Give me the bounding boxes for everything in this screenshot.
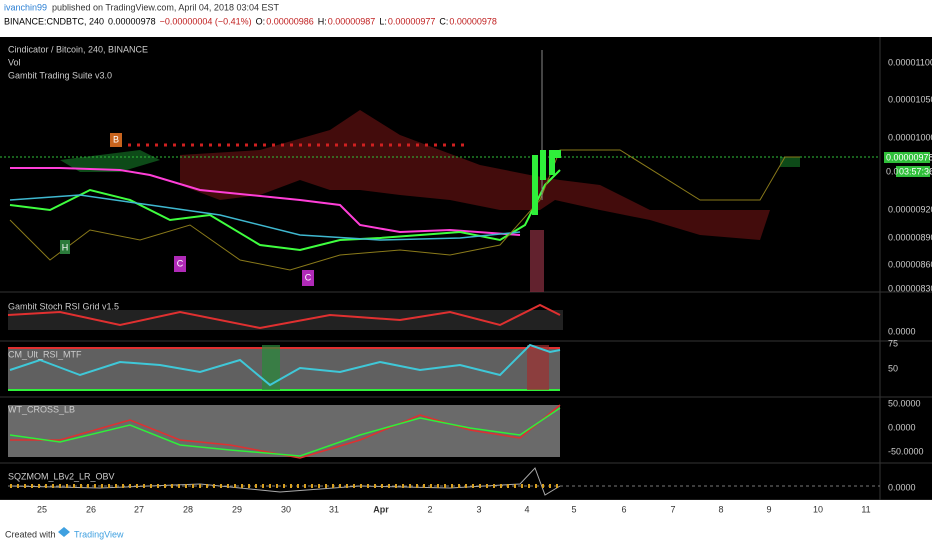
footer-brand[interactable]: TradingView — [74, 529, 124, 539]
logo — [58, 527, 70, 537]
date-label: 10 — [813, 504, 823, 514]
price-label: 0.00000830 — [888, 283, 932, 293]
footer-created: Created with — [5, 529, 56, 539]
date-label: 25 — [37, 504, 47, 514]
price-label: 0.00001000 — [888, 132, 932, 142]
partial-label: 0.0 — [886, 166, 899, 176]
date-label: 11 — [861, 504, 870, 514]
pane-legend: CM_Ult_RSI_MTF — [8, 349, 82, 359]
date-label: 26 — [86, 504, 96, 514]
pane-axis-label: 50 — [888, 363, 898, 373]
pane-legend: Cindicator / Bitcoin, 240, BINANCE — [8, 44, 148, 54]
pane-axis-label: 50.0000 — [888, 398, 921, 408]
symbol-line: BINANCE:CNDBTC, 240 0.00000978 −0.00000004… — [4, 16, 497, 26]
ohlc-label: L: — [379, 16, 387, 26]
ohlc-value: 0.00000987 — [328, 16, 376, 26]
date-label: 30 — [281, 504, 291, 514]
date-label: 31 — [329, 504, 339, 514]
signal-marker: H — [62, 242, 69, 252]
date-label: 6 — [621, 504, 626, 514]
price-label: 0.00000920 — [888, 204, 932, 214]
date-label: 3 — [476, 504, 481, 514]
date-label: 27 — [134, 504, 144, 514]
change: −0.00000004 (−0.41%) — [160, 16, 252, 26]
indicator-drawing — [7, 303, 880, 496]
pane-axis-label: 0.0000 — [888, 326, 916, 336]
signal-marker: C — [177, 258, 184, 268]
date-label: 9 — [766, 504, 771, 514]
date-label: 2 — [427, 504, 432, 514]
pane-legend: Gambit Trading Suite v3.0 — [8, 70, 112, 80]
ohlc-value: 0.00000978 — [449, 16, 497, 26]
pane-legend: WT_CROSS_LB — [8, 404, 75, 414]
date-label: 4 — [524, 504, 529, 514]
ohlc-value: 0.00000977 — [388, 16, 436, 26]
date-axis-bg — [0, 500, 932, 520]
ohlc-label: C: — [439, 16, 448, 26]
chart-drawing — [0, 50, 930, 292]
symbol: BINANCE:CNDBTC, 240 — [4, 16, 104, 26]
pane-axis-label: 75 — [888, 338, 898, 348]
ohlc-value: 0.00000986 — [266, 16, 314, 26]
price-label: 0.00001100 — [888, 57, 932, 67]
last-price: 0.00000978 — [108, 16, 156, 26]
ohlc-label: H: — [318, 16, 327, 26]
pane-axis-label: 0.0000 — [888, 422, 916, 432]
signal-marker: B — [113, 134, 119, 144]
pane-legend: Vol — [8, 57, 21, 67]
ohlc-label: O: — [256, 16, 266, 26]
price-label: 0.00000860 — [888, 259, 932, 269]
price-tag: 0.00000978 — [886, 152, 932, 162]
pane-legend: SQZMOM_LBv2_LR_OBV — [8, 471, 115, 481]
pane-legend: Gambit Stoch RSI Grid v1.5 — [8, 301, 119, 311]
date-label: 28 — [183, 504, 193, 514]
signal-marker: C — [305, 272, 312, 282]
date-label: 7 — [670, 504, 675, 514]
countdown: 03:57:36 — [899, 166, 932, 176]
date-label: 5 — [571, 504, 576, 514]
pane-axis-label: -50.0000 — [888, 446, 924, 456]
date-label: Apr — [373, 504, 389, 514]
published: published on TradingView.com, April 04, … — [52, 2, 279, 12]
date-label: 29 — [232, 504, 242, 514]
pane-axis-label: 0.0000 — [888, 482, 916, 492]
price-label: 0.00001050 — [888, 94, 932, 104]
labels: Cindicator / Bitcoin, 240, BINANCE Vol Gam… — [8, 44, 932, 492]
author: ivanchin99 — [4, 2, 47, 12]
price-label: 0.00000890 — [888, 232, 932, 242]
date-axis: 25 26 27 28 29 30 31 Apr 2 3 4 5 6 7 8 9 10 11 — [37, 504, 871, 514]
date-label: 8 — [718, 504, 723, 514]
